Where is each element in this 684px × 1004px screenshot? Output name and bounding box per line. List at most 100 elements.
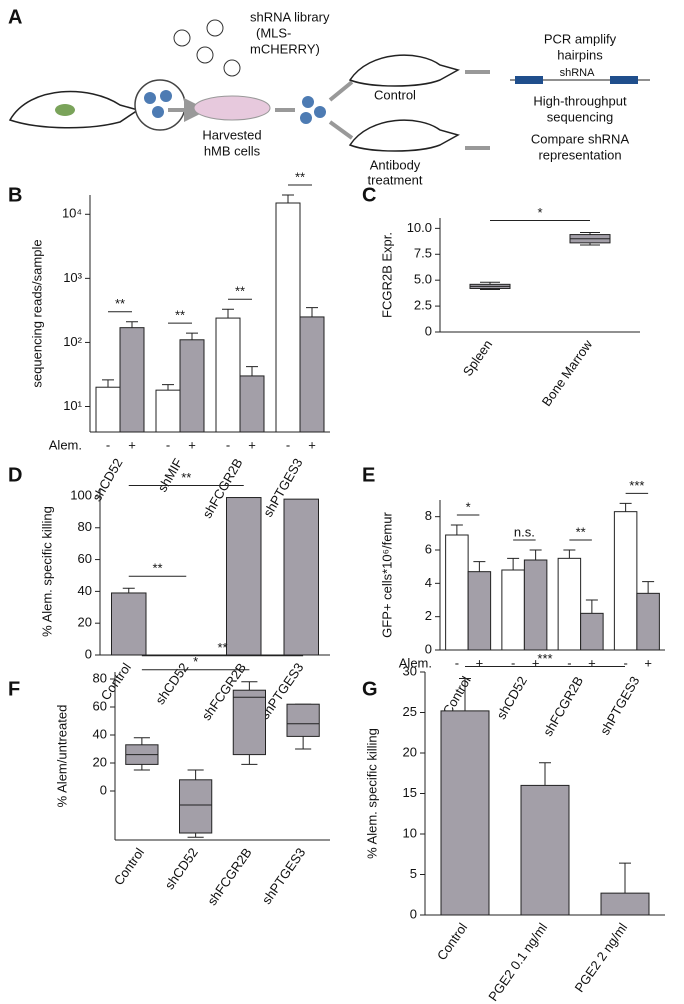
error-bar [450, 524, 463, 535]
library-label: (MLS- [256, 25, 291, 40]
series-label: + [532, 655, 540, 670]
significance-label: ** [217, 640, 227, 655]
panel-label: G [362, 678, 378, 700]
significance-label: ** [115, 296, 125, 311]
x-tick-label: PGE2 0.1 ng/ml [485, 920, 550, 1004]
bar [613, 511, 638, 651]
y-tick-label: 0 [85, 646, 92, 661]
panel-label: A [8, 6, 22, 28]
cell [302, 96, 314, 108]
y-tick-label: 5.0 [414, 272, 432, 287]
error-bar [186, 332, 198, 340]
hairpin-label: shRNA [560, 67, 596, 79]
y-tick-label: 20 [403, 744, 417, 759]
bar [215, 317, 241, 433]
bar [580, 612, 604, 651]
y-tick-label: 10³ [63, 270, 82, 285]
series-label: - [623, 655, 627, 670]
significance-label: * [466, 499, 471, 514]
y-axis-label: % Alem. specific killing [364, 728, 379, 859]
y-tick-label: 10 [403, 825, 417, 840]
error-bar [459, 677, 471, 711]
y-tick-label: 10¹ [63, 398, 82, 413]
whisker [241, 681, 258, 691]
box [232, 689, 266, 756]
error-bar [222, 308, 234, 319]
cell [300, 112, 312, 124]
whisker [187, 833, 204, 838]
box [179, 779, 213, 834]
x-tick-label: Spleen [460, 337, 496, 379]
dish [193, 95, 271, 121]
group-label: Alem. [399, 655, 432, 670]
y-tick-label: 5 [410, 866, 417, 881]
panel-label: B [8, 184, 22, 206]
y-axis-label: GFP+ cells*10⁶/femur [379, 512, 394, 638]
y-tick-label: 100 [70, 487, 92, 502]
y-tick-label: 0 [425, 641, 432, 656]
y-tick-label: 7.5 [414, 246, 432, 261]
y-tick-label: 2.5 [414, 298, 432, 313]
error-bar [585, 599, 598, 614]
bar [275, 202, 301, 433]
pcr-label: hairpins [557, 47, 603, 62]
series-label: - [511, 655, 515, 670]
x-tick-label: PGE2 2 ng/ml [572, 920, 631, 995]
whisker [133, 764, 150, 771]
y-tick-label: 0 [100, 782, 107, 797]
significance-label: ** [181, 470, 191, 485]
tumor [55, 104, 75, 116]
zoom-circle [134, 79, 186, 131]
significance-label: ** [235, 284, 245, 299]
y-axis-label: sequencing reads/sample [29, 239, 44, 387]
x-tick-label: shCD52 [89, 456, 125, 504]
y-tick-label: 25 [403, 704, 417, 719]
bar [119, 327, 145, 433]
panel-label: D [8, 464, 22, 486]
whisker [187, 769, 204, 780]
bar [283, 498, 319, 656]
significance-label: * [537, 205, 542, 220]
series-label: - [455, 655, 459, 670]
x-tick-label: shFCGR2B [204, 845, 254, 908]
series-label: + [248, 437, 256, 452]
bar [226, 497, 262, 656]
mouse [348, 54, 460, 87]
y-tick-label: 8 [425, 508, 432, 523]
series-label: + [588, 655, 596, 670]
y-tick-label: 15 [403, 785, 417, 800]
bar [95, 386, 121, 433]
plasmid [196, 46, 214, 64]
whisker [295, 736, 312, 750]
significance-label: n.s. [514, 524, 535, 539]
bar [179, 339, 205, 433]
x-tick-label: shCD52 [152, 660, 191, 707]
error-bar [306, 307, 318, 317]
y-tick-label: 30 [403, 663, 417, 678]
bar [239, 375, 265, 433]
significance-label: * [193, 654, 198, 669]
cells-label: hMB cells [204, 143, 261, 158]
significance-label: ** [175, 308, 185, 323]
plasmid [206, 19, 224, 37]
diagram: A shRNA library (MLS- mCHERRY) Harvested… [8, 6, 650, 187]
error-bar [282, 194, 294, 204]
cell [314, 106, 326, 118]
y-tick-label: 0 [410, 906, 417, 921]
cell [144, 92, 156, 104]
x-tick-label: shPTGES3 [597, 674, 643, 738]
y-tick-label: 20 [93, 754, 107, 769]
bar [111, 592, 147, 656]
bar [467, 571, 492, 651]
y-tick-label: 10⁴ [62, 206, 82, 221]
bar [440, 710, 490, 916]
series-label: - [567, 655, 571, 670]
treatment-label: Antibody [370, 157, 421, 172]
significance-label: ** [152, 561, 162, 576]
y-tick-label: 40 [93, 726, 107, 741]
x-tick-label: Bone Marrow [539, 337, 596, 409]
error-bar [563, 549, 576, 559]
y-tick-label: 60 [93, 698, 107, 713]
y-tick-label: 6 [425, 541, 432, 556]
